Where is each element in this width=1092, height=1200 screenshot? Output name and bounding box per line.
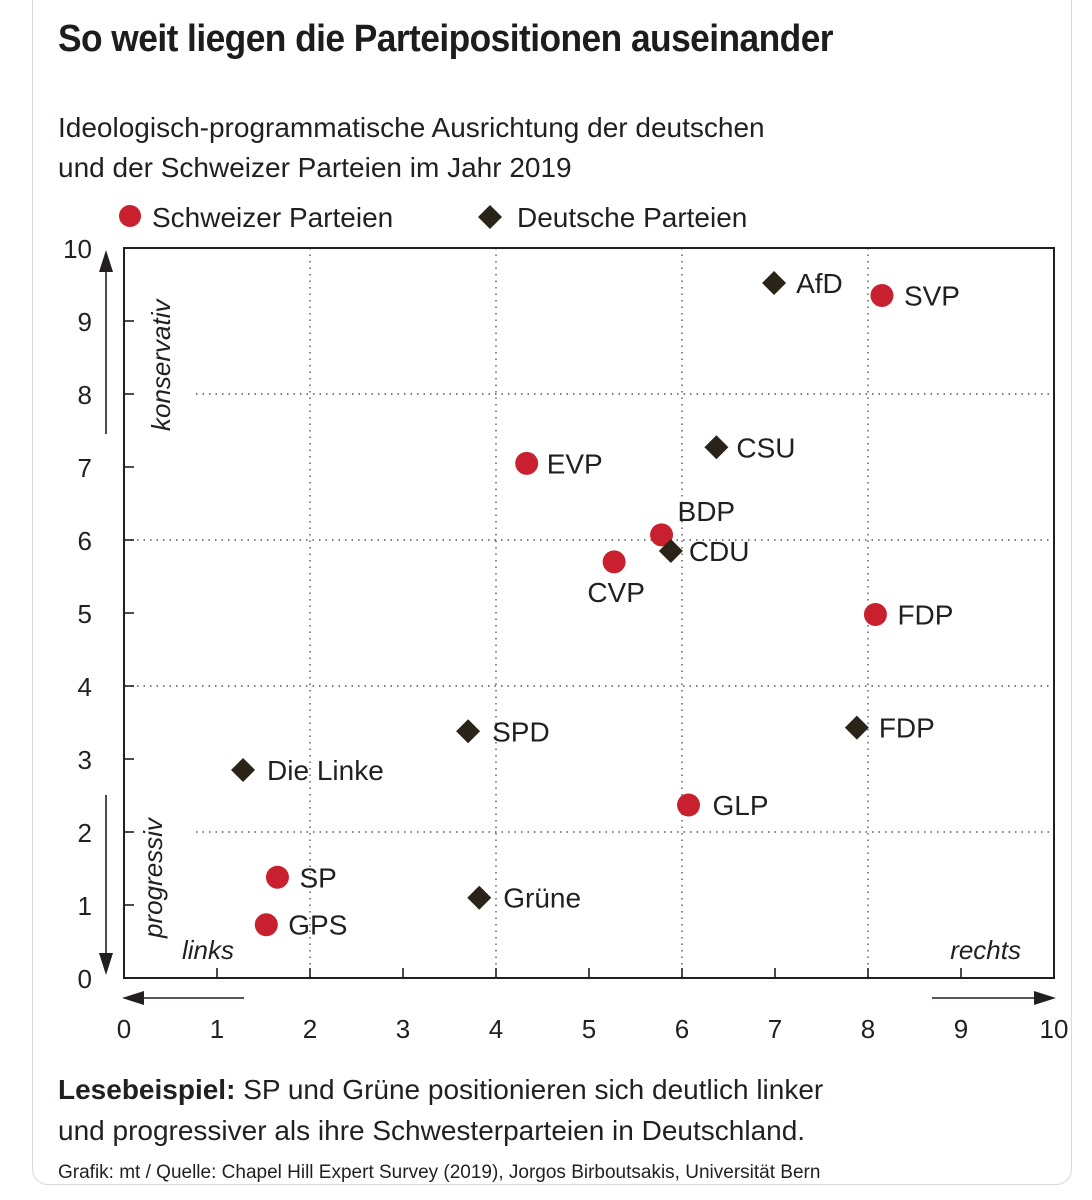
y-tick-label-6: 6: [78, 526, 92, 556]
y-tick-label-10: 10: [63, 234, 92, 264]
y-tick-label-3: 3: [78, 745, 92, 775]
subtitle-line-2: und der Schweizer Parteien im Jahr 2019: [58, 152, 572, 183]
x-arrow-left-head: [122, 991, 144, 1005]
point-swiss-gps: [254, 913, 278, 937]
y-tick-label-2: 2: [78, 818, 92, 848]
point-label-swiss-glp: GLP: [713, 790, 769, 821]
chart-subtitle: Ideologisch-programmatische Ausrichtung …: [58, 108, 958, 188]
y-tick-label-0: 0: [78, 964, 92, 994]
x-tick-label-5: 5: [582, 1014, 596, 1044]
legend-swiss-marker: [119, 205, 141, 227]
point-german-afd: [762, 271, 787, 296]
point-label-german-spd: SPD: [492, 716, 550, 747]
scatter-plot: Schweizer Parteien Deutsche Parteien 0 1 2…: [63, 202, 1068, 1044]
x-tick-label-4: 4: [489, 1014, 503, 1044]
y-arrow-down-head: [99, 953, 113, 975]
axis-annotations: konservativ progressiv links rechts: [99, 250, 1056, 1005]
x-tick-label-9: 9: [954, 1014, 968, 1044]
y-annotation-bottom: progressiv: [138, 816, 168, 939]
x-annotation-left: links: [182, 935, 234, 965]
y-arrow-up-head: [99, 250, 113, 272]
point-label-swiss-fdp: FDP: [897, 599, 953, 630]
point-german-fdp: [844, 715, 869, 740]
y-tick-label-8: 8: [78, 380, 92, 410]
point-label-german-csu: CSU: [736, 432, 795, 463]
point-german-grüne: [467, 885, 492, 910]
point-label-swiss-bdp: BDP: [678, 496, 736, 527]
point-swiss-glp: [677, 793, 701, 817]
x-tick-label-1: 1: [210, 1014, 224, 1044]
point-label-german-afd: AfD: [796, 268, 843, 299]
legend-swiss-label: Schweizer Parteien: [152, 202, 393, 233]
point-german-csu: [704, 435, 729, 460]
legend-german-marker: [478, 205, 502, 229]
y-tick-label-7: 7: [78, 453, 92, 483]
reading-example-text-1: SP und Grüne positionieren sich deutlich…: [243, 1074, 824, 1105]
legend-german-label: Deutsche Parteien: [517, 202, 747, 233]
x-annotation-right: rechts: [950, 935, 1021, 965]
point-german-cdu: [658, 538, 683, 563]
point-label-german-fdp: FDP: [879, 713, 935, 744]
x-tick-label-0: 0: [117, 1014, 131, 1044]
point-label-swiss-cvp: CVP: [587, 577, 645, 608]
legend: Schweizer Parteien Deutsche Parteien: [119, 202, 747, 233]
point-label-swiss-gps: GPS: [288, 910, 347, 941]
x-tick-label-2: 2: [303, 1014, 317, 1044]
point-label-swiss-sp: SP: [299, 862, 336, 893]
x-tick-label-3: 3: [396, 1014, 410, 1044]
x-arrow-right-head: [1034, 991, 1056, 1005]
source-credit: Grafik: mt / Quelle: Chapel Hill Expert …: [58, 1162, 821, 1183]
subtitle-line-1: Ideologisch-programmatische Ausrichtung …: [58, 112, 765, 143]
reading-example-text-2: und progressiver als ihre Schwesterparte…: [58, 1115, 806, 1146]
axis-ticks: 0 1 2 3 4 5 6 7 8 9 10 0 1 2 3 4 5 6 7 8 9 10: [63, 234, 1068, 1044]
x-tick-label-7: 7: [768, 1014, 782, 1044]
point-swiss-svp: [870, 283, 894, 307]
chart-card: [32, 0, 1072, 1185]
reading-example: Lesebeispiel: SP und Grüne positionieren…: [58, 1072, 823, 1108]
y-tick-label-5: 5: [78, 599, 92, 629]
point-swiss-evp: [515, 451, 539, 475]
point-label-german-die-linke: Die Linke: [267, 755, 384, 786]
y-tick-label-4: 4: [78, 672, 92, 702]
y-annotation-top: konservativ: [146, 298, 176, 431]
chart-title: So weit liegen die Parteipositionen ause…: [58, 18, 834, 60]
point-swiss-fdp: [863, 602, 887, 626]
y-tick-label-9: 9: [78, 307, 92, 337]
point-label-german-cdu: CDU: [689, 536, 750, 567]
reading-example-label: Lesebeispiel:: [58, 1074, 236, 1105]
x-tick-label-10: 10: [1040, 1014, 1069, 1044]
x-tick-label-8: 8: [861, 1014, 875, 1044]
point-label-german-grüne: Grüne: [503, 883, 581, 914]
data-points: SVP EVP BDP CVP FDP GLP SP GPS AfD CSU CDU FDP SPD Di…: [231, 268, 960, 941]
x-tick-label-6: 6: [675, 1014, 689, 1044]
y-tick-label-1: 1: [78, 891, 92, 921]
point-german-die-linke: [231, 757, 256, 782]
point-swiss-cvp: [602, 550, 626, 574]
point-swiss-bdp: [650, 523, 674, 547]
point-german-spd: [456, 719, 481, 744]
point-label-swiss-evp: EVP: [547, 448, 603, 479]
point-swiss-sp: [265, 865, 289, 889]
point-label-swiss-svp: SVP: [904, 280, 960, 311]
